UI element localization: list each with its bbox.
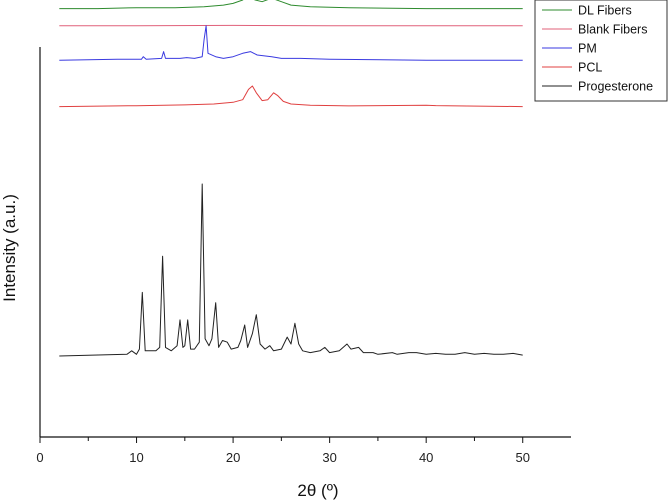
x-tick-label: 20 <box>226 450 240 465</box>
legend-label: Progesterone <box>578 80 653 94</box>
series-line-pm <box>59 25 523 61</box>
series-line-pcl <box>59 85 523 108</box>
series-line-dl-fibers <box>59 0 523 10</box>
x-tick-label: 30 <box>322 450 336 465</box>
traces-layer <box>59 0 523 357</box>
x-ticks: 0 10 20 30 40 50 <box>36 437 530 465</box>
x-tick-label: 50 <box>515 450 529 465</box>
series-line-progesterone <box>59 183 523 357</box>
legend-label: PCL <box>578 61 602 75</box>
legend-label: DL Fibers <box>578 4 632 18</box>
x-tick-label: 10 <box>129 450 143 465</box>
legend-label: PM <box>578 42 597 56</box>
legend-label: Blank Fibers <box>578 23 647 37</box>
x-tick-label: 0 <box>36 450 43 465</box>
legend-box <box>534 0 668 102</box>
legend: DL Fibers Blank Fibers PM PCL Progesterone <box>534 0 668 102</box>
x-tick-label: 40 <box>419 450 433 465</box>
y-axis-label: Intensity (a.u.) <box>0 194 19 302</box>
x-axis-label: 2θ (º) <box>297 481 338 500</box>
